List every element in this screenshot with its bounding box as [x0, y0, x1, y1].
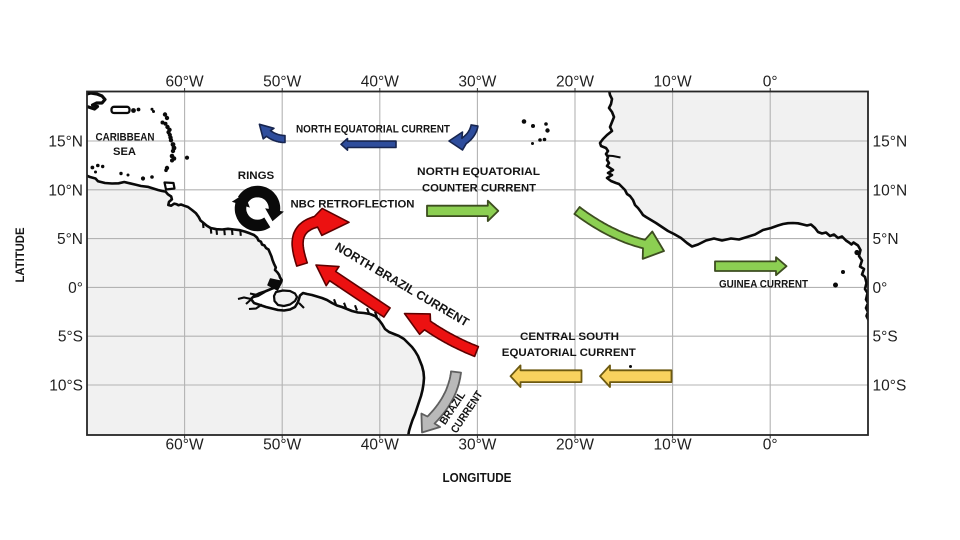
svg-text:NORTH EQUATORIAL: NORTH EQUATORIAL	[417, 166, 540, 178]
svg-text:LATITUDE: LATITUDE	[13, 228, 27, 283]
svg-text:5°S: 5°S	[873, 329, 898, 346]
svg-text:40°W: 40°W	[361, 73, 399, 90]
svg-text:10°N: 10°N	[873, 182, 908, 199]
svg-text:60°W: 60°W	[166, 73, 204, 90]
svg-text:0°: 0°	[873, 280, 888, 297]
svg-text:20°W: 20°W	[556, 437, 594, 454]
svg-text:SEA: SEA	[113, 146, 136, 158]
svg-text:COUNTER CURRENT: COUNTER CURRENT	[422, 183, 536, 195]
svg-text:0°: 0°	[763, 73, 778, 90]
svg-text:RINGS: RINGS	[238, 170, 275, 182]
svg-text:10°S: 10°S	[873, 378, 907, 395]
svg-text:0°: 0°	[68, 280, 83, 297]
svg-text:10°W: 10°W	[654, 73, 692, 90]
svg-text:EQUATORIAL CURRENT: EQUATORIAL CURRENT	[502, 347, 636, 359]
svg-text:10°N: 10°N	[48, 182, 83, 199]
svg-text:60°W: 60°W	[166, 437, 204, 454]
svg-text:50°W: 50°W	[263, 437, 301, 454]
svg-text:LONGITUDE: LONGITUDE	[443, 470, 512, 485]
svg-text:15°N: 15°N	[48, 134, 83, 151]
svg-text:0°: 0°	[763, 437, 778, 454]
svg-text:5°N: 5°N	[873, 231, 899, 248]
svg-text:CENTRAL SOUTH: CENTRAL SOUTH	[520, 331, 619, 343]
svg-text:NBC RETROFLECTION: NBC RETROFLECTION	[291, 199, 415, 211]
svg-text:30°W: 30°W	[458, 437, 496, 454]
svg-text:CARIBBEAN: CARIBBEAN	[96, 132, 155, 144]
svg-text:NORTH EQUATORIAL CURRENT: NORTH EQUATORIAL CURRENT	[296, 123, 450, 135]
svg-text:5°N: 5°N	[57, 231, 83, 248]
svg-text:GUINEA CURRENT: GUINEA CURRENT	[719, 279, 808, 291]
svg-text:50°W: 50°W	[263, 73, 301, 90]
svg-text:5°S: 5°S	[58, 329, 83, 346]
svg-text:40°W: 40°W	[361, 437, 399, 454]
svg-text:30°W: 30°W	[458, 73, 496, 90]
svg-text:20°W: 20°W	[556, 73, 594, 90]
svg-text:15°N: 15°N	[873, 134, 908, 151]
svg-text:10°W: 10°W	[654, 437, 692, 454]
svg-text:10°S: 10°S	[49, 378, 83, 395]
